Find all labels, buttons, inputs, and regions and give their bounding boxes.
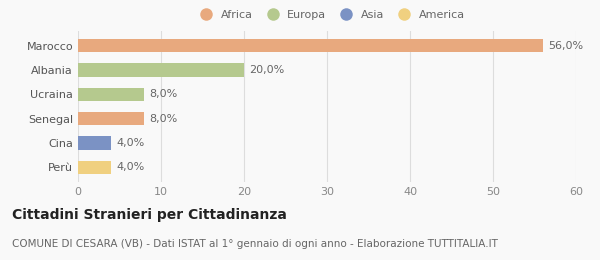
Bar bbox=[78, 136, 111, 150]
Text: 8,0%: 8,0% bbox=[149, 114, 178, 124]
Text: 8,0%: 8,0% bbox=[149, 89, 178, 99]
Text: COMUNE DI CESARA (VB) - Dati ISTAT al 1° gennaio di ogni anno - Elaborazione TUT: COMUNE DI CESARA (VB) - Dati ISTAT al 1°… bbox=[12, 239, 498, 249]
Bar bbox=[78, 112, 145, 125]
Text: 4,0%: 4,0% bbox=[116, 138, 145, 148]
Legend: Africa, Europa, Asia, America: Africa, Europa, Asia, America bbox=[191, 5, 469, 24]
Text: 56,0%: 56,0% bbox=[548, 41, 583, 51]
Text: Cittadini Stranieri per Cittadinanza: Cittadini Stranieri per Cittadinanza bbox=[12, 208, 287, 222]
Bar bbox=[78, 88, 145, 101]
Text: 20,0%: 20,0% bbox=[249, 65, 284, 75]
Bar bbox=[78, 39, 543, 53]
Bar bbox=[78, 161, 111, 174]
Text: 4,0%: 4,0% bbox=[116, 162, 145, 172]
Bar bbox=[78, 63, 244, 77]
